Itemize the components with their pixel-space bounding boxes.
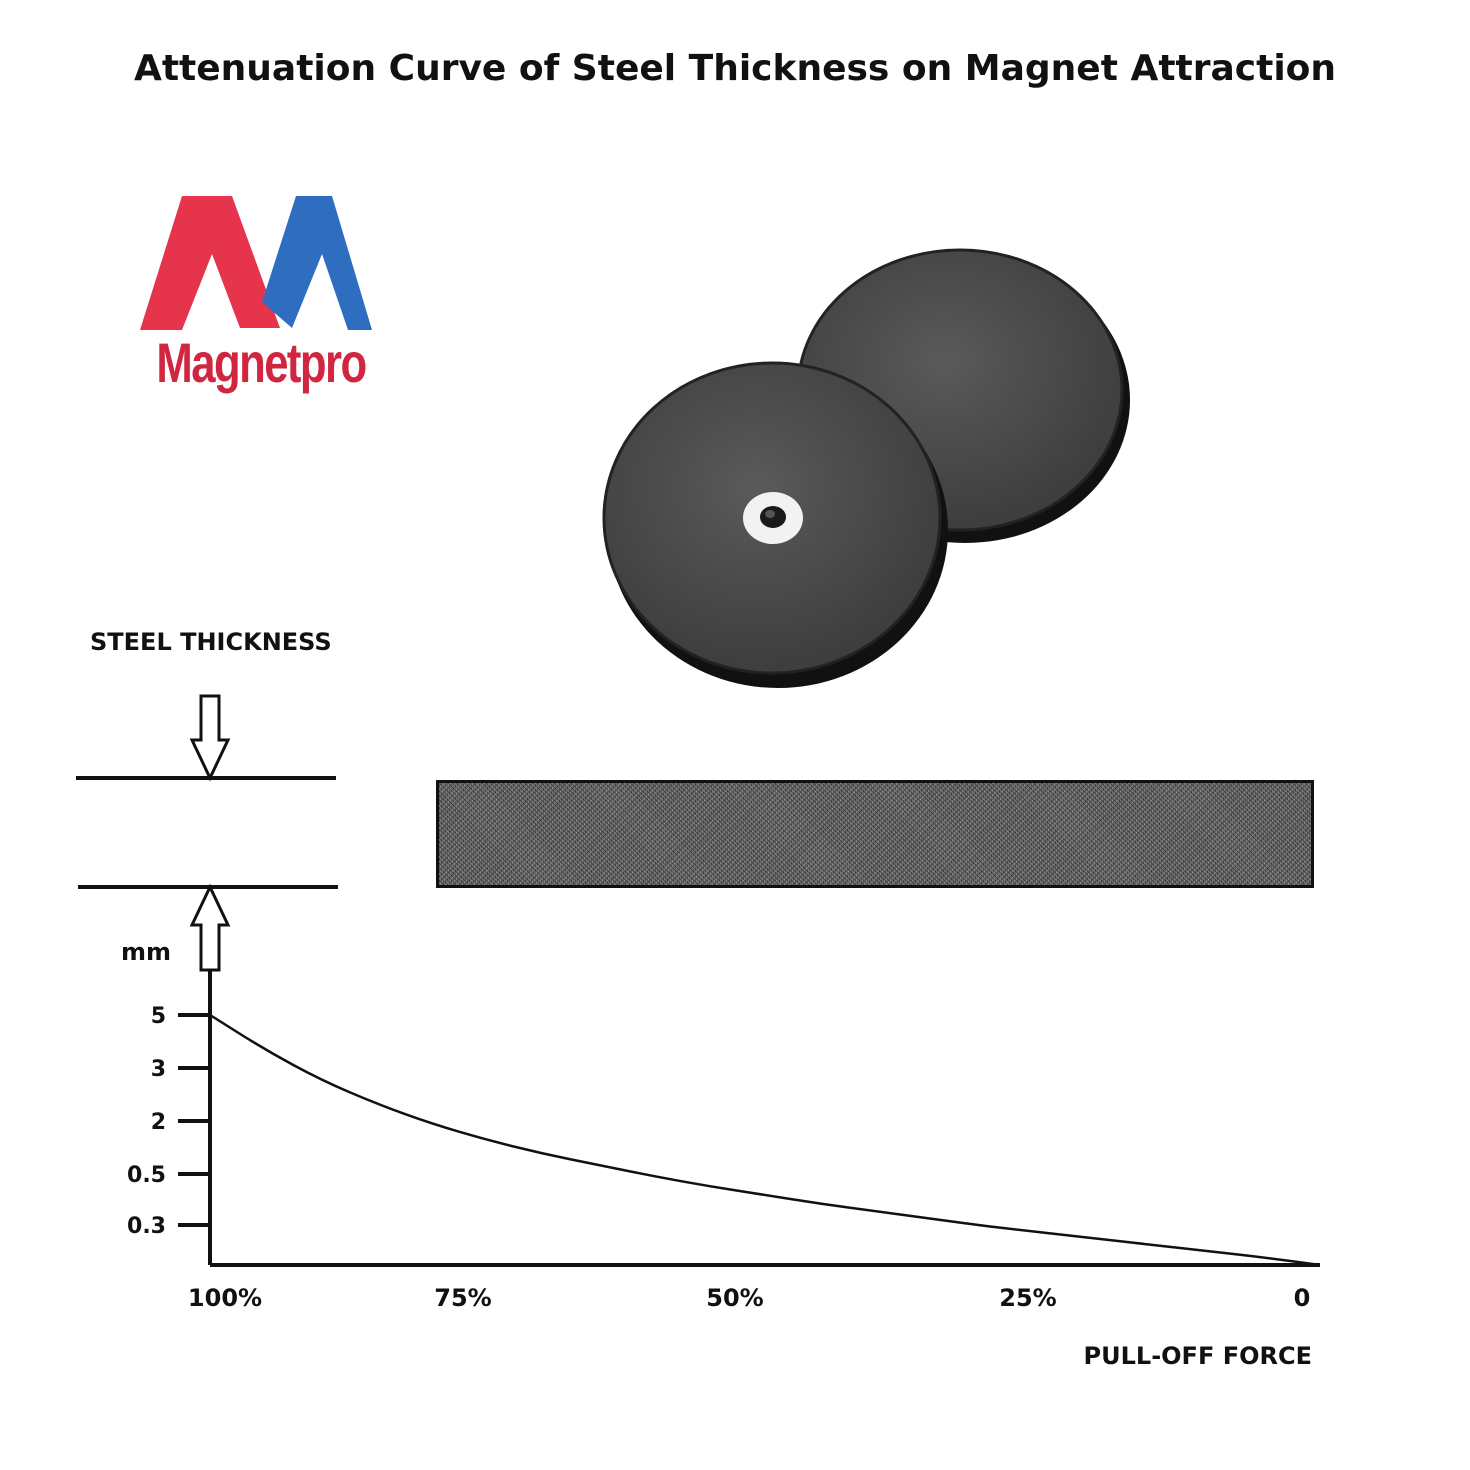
logo-red-arch [140, 196, 280, 330]
attenuation-curve [209, 1013, 1321, 1267]
y-tick-label: 3 [151, 1057, 166, 1082]
x-tick-label: 0 [1294, 1284, 1311, 1312]
logo-text: Magnetpro [156, 331, 367, 394]
chart-svg: mm 5 3 2 0.5 0.3 100% 75% 50% 25% 0 PULL-OFF FORCE [121, 938, 1321, 1370]
x-tick-label: 25% [999, 1284, 1056, 1312]
magnetpro-logo: Magnetpro [126, 190, 396, 405]
chart-title: Attenuation Curve of Steel Thickness on … [133, 48, 1337, 89]
steel-thickness-label: STEEL THICKNESS [90, 628, 332, 656]
x-tick-label: 75% [434, 1284, 491, 1312]
front-disc [602, 361, 948, 688]
x-axis-label: PULL-OFF FORCE [1084, 1342, 1312, 1370]
y-tick-label: 0.5 [127, 1163, 166, 1188]
logo-m-mark [140, 196, 372, 330]
logo-blue-arch [262, 196, 372, 330]
magnet-discs-illustration [600, 240, 1140, 700]
steel-plate [436, 780, 1314, 888]
down-arrow-icon [189, 694, 231, 782]
y-tick-label: 2 [151, 1110, 166, 1135]
x-tick-label: 100% [188, 1284, 262, 1312]
y-tick-label: 0.3 [127, 1214, 166, 1239]
thickness-indicator [70, 690, 350, 980]
x-tick-label: 50% [706, 1284, 763, 1312]
y-tick-label: 5 [151, 1004, 166, 1029]
y-unit-label: mm [121, 938, 171, 966]
attenuation-chart: mm 5 3 2 0.5 0.3 100% 75% 50% 25% 0 PULL-OFF FORCE [0, 930, 1470, 1400]
